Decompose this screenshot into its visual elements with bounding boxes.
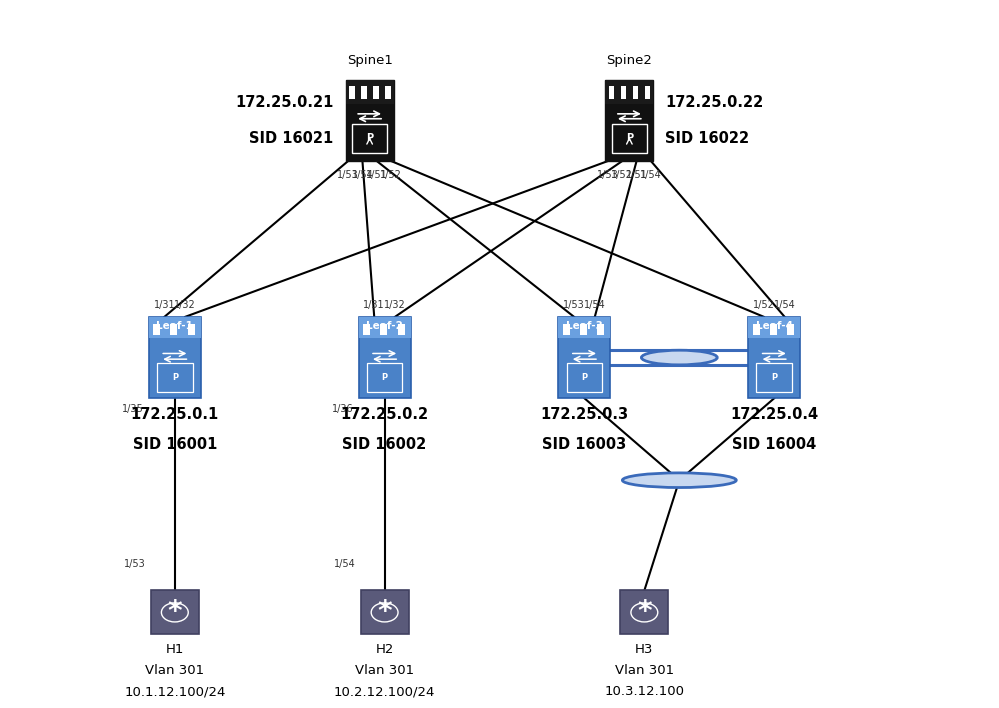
Text: Spine2: Spine2 xyxy=(606,54,652,67)
Text: H2: H2 xyxy=(376,643,394,656)
Text: Vlan 301: Vlan 301 xyxy=(145,664,205,677)
Bar xyxy=(752,324,759,335)
Text: 172.25.0.3: 172.25.0.3 xyxy=(540,406,628,422)
Bar xyxy=(620,590,668,634)
Bar xyxy=(374,86,379,99)
Text: Vlan 301: Vlan 301 xyxy=(355,664,415,677)
Bar xyxy=(748,317,800,398)
Text: SID 16021: SID 16021 xyxy=(250,130,334,146)
Bar xyxy=(645,86,650,99)
Text: Leaf-4: Leaf-4 xyxy=(755,321,793,331)
Bar xyxy=(558,317,610,398)
Bar xyxy=(633,86,638,99)
Text: Spine1: Spine1 xyxy=(347,54,393,67)
Bar xyxy=(621,86,626,99)
Bar xyxy=(381,324,388,335)
Text: 1/52: 1/52 xyxy=(611,170,633,180)
Text: *: * xyxy=(636,598,652,627)
Text: 1/53: 1/53 xyxy=(338,170,359,180)
Text: Leaf-2: Leaf-2 xyxy=(367,321,403,331)
Bar xyxy=(605,80,653,104)
Text: 1/31: 1/31 xyxy=(154,299,175,310)
Text: 1/52: 1/52 xyxy=(753,299,775,310)
Text: 1/53: 1/53 xyxy=(597,170,618,180)
Bar xyxy=(580,324,587,335)
Bar xyxy=(597,324,604,335)
Bar xyxy=(346,80,394,104)
Text: *: * xyxy=(167,598,183,627)
Text: 1/51: 1/51 xyxy=(366,170,388,180)
Text: 1/32: 1/32 xyxy=(385,299,406,310)
Text: 10.2.12.100/24: 10.2.12.100/24 xyxy=(334,685,436,698)
Text: 172.25.0.21: 172.25.0.21 xyxy=(236,95,334,110)
Bar xyxy=(346,80,394,161)
Ellipse shape xyxy=(641,350,717,365)
Bar xyxy=(361,590,409,634)
Text: 10.3.12.100: 10.3.12.100 xyxy=(604,685,684,698)
Text: H1: H1 xyxy=(166,643,184,656)
Bar xyxy=(359,317,411,338)
Text: 172.25.0.22: 172.25.0.22 xyxy=(665,95,763,110)
Text: Vlan 301: Vlan 301 xyxy=(614,664,674,677)
Text: 1/36: 1/36 xyxy=(332,404,354,414)
Text: Leaf-1: Leaf-1 xyxy=(157,321,193,331)
Text: 1/52: 1/52 xyxy=(381,170,403,180)
Bar xyxy=(149,317,201,338)
Text: P: P xyxy=(581,373,587,382)
Ellipse shape xyxy=(622,473,736,488)
Text: 1/54: 1/54 xyxy=(584,299,605,310)
Bar xyxy=(171,324,178,335)
Bar xyxy=(398,324,405,335)
Text: 1/54: 1/54 xyxy=(640,170,661,180)
Text: SID 16003: SID 16003 xyxy=(542,437,626,452)
Text: 1/31: 1/31 xyxy=(364,299,385,310)
Text: 1/32: 1/32 xyxy=(175,299,196,310)
Text: 1/54: 1/54 xyxy=(334,559,356,569)
Text: P: P xyxy=(172,373,178,382)
Text: H3: H3 xyxy=(635,643,653,656)
Text: 172.25.0.4: 172.25.0.4 xyxy=(730,406,818,422)
Text: SID 16022: SID 16022 xyxy=(665,130,749,146)
Bar xyxy=(188,324,195,335)
Text: SID 16002: SID 16002 xyxy=(343,437,427,452)
Bar xyxy=(359,317,411,398)
Bar xyxy=(605,80,653,161)
Text: 10.1.12.100/24: 10.1.12.100/24 xyxy=(124,685,226,698)
Text: P: P xyxy=(366,133,374,143)
Text: 172.25.0.2: 172.25.0.2 xyxy=(341,406,429,422)
Text: P: P xyxy=(382,373,388,382)
Bar xyxy=(558,317,610,338)
Text: SID 16004: SID 16004 xyxy=(732,437,816,452)
Bar xyxy=(386,86,391,99)
Text: SID 16001: SID 16001 xyxy=(133,437,217,452)
Bar xyxy=(770,324,777,335)
Text: 1/35: 1/35 xyxy=(122,404,144,414)
Text: Leaf-3: Leaf-3 xyxy=(566,321,602,331)
Text: P: P xyxy=(625,133,633,143)
Bar xyxy=(149,317,201,398)
Text: 1/53: 1/53 xyxy=(124,559,146,569)
Bar xyxy=(748,317,800,338)
Bar xyxy=(350,86,355,99)
Bar xyxy=(151,590,199,634)
Bar xyxy=(609,86,614,99)
Text: *: * xyxy=(377,598,393,627)
Bar xyxy=(153,324,160,335)
Bar xyxy=(562,324,569,335)
Text: 1/53: 1/53 xyxy=(563,299,584,310)
Text: 1/54: 1/54 xyxy=(774,299,795,310)
Bar xyxy=(363,324,370,335)
Text: P: P xyxy=(771,373,777,382)
Text: 1/54: 1/54 xyxy=(352,170,374,180)
Text: 172.25.0.1: 172.25.0.1 xyxy=(131,406,219,422)
Text: 1/51: 1/51 xyxy=(625,170,647,180)
Bar xyxy=(787,324,794,335)
Bar xyxy=(362,86,367,99)
